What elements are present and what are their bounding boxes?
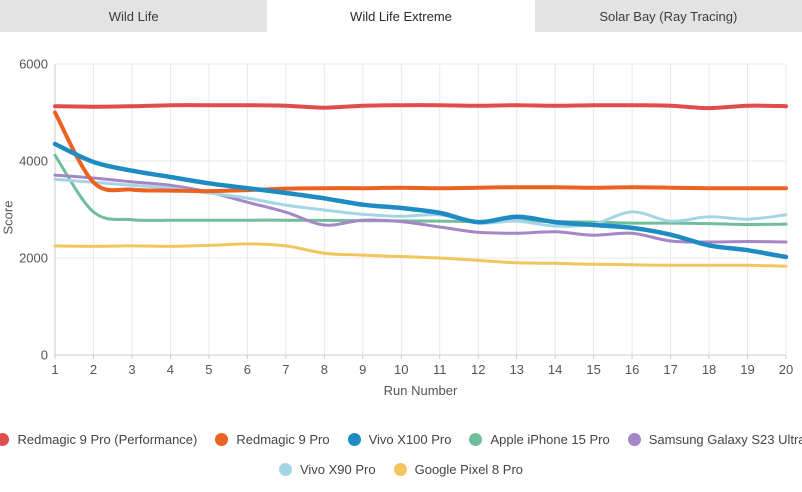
series-line-vivo-x100-pro <box>52 141 789 260</box>
legend-item-samsung-galaxy-s23-ultra[interactable]: Samsung Galaxy S23 Ultra <box>627 431 802 447</box>
legend-label: Redmagic 9 Pro (Performance) <box>17 431 198 447</box>
legend-item-redmagic-9-pro[interactable]: Redmagic 9 Pro <box>215 431 330 447</box>
series-line-redmagic-9-pro <box>53 110 788 194</box>
series-line-google-pixel-8-pro <box>53 242 788 268</box>
legend-item-google-pixel-8-pro[interactable]: Google Pixel 8 Pro <box>393 461 524 477</box>
chart-legend: Redmagic 9 Pro (Performance) Redmagic 9 P… <box>0 415 802 492</box>
legend-label: Google Pixel 8 Pro <box>414 461 524 477</box>
legend-color-dot <box>347 432 361 446</box>
x-tick-label: 16 <box>625 362 639 377</box>
legend-color-dot <box>627 432 641 446</box>
series-line-vivo-x90-pro <box>53 177 788 228</box>
x-tick-label: 13 <box>509 362 523 377</box>
x-tick-label: 14 <box>548 362 562 377</box>
benchmark-tabbar: Wild Life Wild Life Extreme Solar Bay (R… <box>0 0 802 32</box>
legend-item-apple-iphone-15-pro[interactable]: Apple iPhone 15 Pro <box>469 431 610 447</box>
x-tick-label: 12 <box>471 362 485 377</box>
y-tick-label: 2000 <box>19 251 48 266</box>
x-tick-label: 11 <box>433 362 447 377</box>
x-axis-title: Run Number <box>383 383 458 398</box>
x-tick-label: 20 <box>779 362 793 377</box>
x-tick-label: 18 <box>702 362 716 377</box>
x-tick-label: 17 <box>663 362 677 377</box>
legend-color-dot <box>215 432 229 446</box>
legend-label: Apple iPhone 15 Pro <box>490 431 610 447</box>
tab-solar-bay-ray-tracing[interactable]: Solar Bay (Ray Tracing) <box>599 8 738 24</box>
legend-label: Samsung Galaxy S23 Ultra <box>648 431 802 447</box>
x-tick-label: 6 <box>244 362 251 377</box>
x-tick-label: 2 <box>90 362 97 377</box>
y-axis-title: Score <box>0 200 16 235</box>
y-tick-label: 6000 <box>19 57 48 72</box>
legend-color-dot <box>278 462 292 476</box>
legend-label: Vivo X90 Pro <box>299 461 376 477</box>
y-tick-label: 4000 <box>19 154 48 169</box>
score-line-chart: Score 0 2000 4000 6000 1 2 3 4 5 6 7 8 9 10 11 12 13 14 15… <box>0 32 802 415</box>
x-tick-label: 19 <box>740 362 754 377</box>
x-tick-label: 5 <box>205 362 212 377</box>
legend-item-vivo-x100-pro[interactable]: Vivo X100 Pro <box>347 431 452 447</box>
legend-label: Vivo X100 Pro <box>368 431 452 447</box>
legend-row: Redmagic 9 Pro (Performance) Redmagic 9 P… <box>0 429 802 449</box>
legend-label: Redmagic 9 Pro <box>236 431 330 447</box>
x-tick-label: 10 <box>394 362 408 377</box>
x-tick-label: 4 <box>167 362 174 377</box>
series-line-redmagic-9-pro-performance <box>53 103 788 111</box>
x-tick-label: 7 <box>282 362 289 377</box>
legend-row: Vivo X90 Pro Google Pixel 8 Pro <box>278 459 524 479</box>
x-tick-label: 8 <box>321 362 328 377</box>
y-tick-label: 0 <box>41 348 48 363</box>
legend-color-dot <box>469 432 483 446</box>
x-tick-label: 1 <box>51 362 58 377</box>
legend-item-vivo-x90-pro[interactable]: Vivo X90 Pro <box>278 461 376 477</box>
legend-color-dot <box>0 432 10 446</box>
x-tick-label: 15 <box>586 362 600 377</box>
series-line-samsung-galaxy-s23-ultra <box>53 173 788 244</box>
series-line-apple-iphone-15-pro <box>53 153 788 227</box>
legend-color-dot <box>393 462 407 476</box>
legend-item-redmagic-9-pro-performance[interactable]: Redmagic 9 Pro (Performance) <box>0 432 197 447</box>
tab-wild-life-extreme[interactable]: Wild Life Extreme <box>267 0 535 32</box>
tab-wild-life[interactable]: Wild Life <box>108 8 159 24</box>
x-tick-label: 9 <box>359 362 366 377</box>
x-tick-label: 3 <box>128 362 135 377</box>
